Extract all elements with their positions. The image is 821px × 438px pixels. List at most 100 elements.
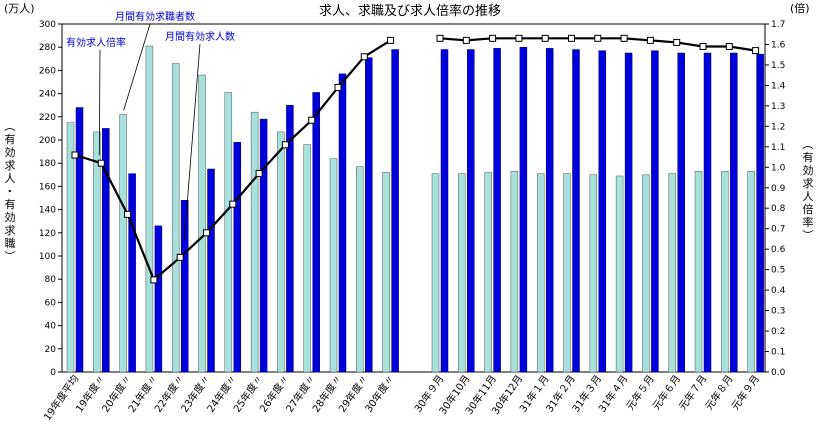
bar-job-seekers [721, 171, 729, 373]
left-axis-label-char: （ [3, 121, 16, 132]
left-axis-label: （有効求人・有効求職） [3, 121, 16, 262]
right-tick-label: 1.3 [771, 102, 785, 112]
bar-job-seekers [119, 114, 127, 373]
ratio-point [387, 36, 395, 44]
annotation-job-openings: 月間有効求人数 [165, 30, 235, 43]
bar-job-seekers [66, 122, 75, 373]
annotation-job-seekers: 月間有効求職者数 [115, 10, 195, 23]
bar-job-openings [128, 173, 136, 373]
right-axis-label-char: ） [801, 230, 814, 241]
left-axis-label-char: 効 [5, 210, 16, 224]
bar-job-seekers [93, 131, 101, 373]
ratio-point [203, 229, 210, 237]
bar-job-openings [677, 52, 685, 373]
left-tick-label: 140 [39, 206, 56, 216]
bar-job-openings [467, 49, 475, 373]
left-tick-label: 100 [39, 252, 56, 262]
ratio-point [699, 43, 707, 51]
left-tick-label: 280 [39, 43, 56, 53]
bar-job-seekers [536, 173, 545, 373]
bar-job-seekers [171, 63, 180, 373]
ratio-point [150, 276, 158, 284]
ratio-point [568, 34, 575, 42]
bar-job-seekers [431, 173, 440, 373]
left-tick-label: 0 [50, 368, 56, 378]
ratio-point [462, 36, 470, 44]
bar-job-openings [180, 200, 189, 373]
ratio-point [176, 253, 184, 261]
bar-job-seekers [668, 173, 676, 373]
left-tick-label: 120 [39, 229, 56, 239]
right-tick-label: 0.7 [771, 225, 785, 235]
ratio-point [71, 151, 79, 159]
right-axis-unit: (倍) [790, 1, 810, 15]
right-axis-label-char: 率 [803, 215, 814, 229]
left-axis-label-char: 職 [5, 237, 16, 250]
right-tick-label: 0.0 [771, 368, 786, 378]
right-tick-label: 0.5 [771, 266, 785, 276]
bar-job-openings [545, 48, 554, 373]
bar-job-seekers [589, 174, 598, 373]
bar-job-seekers [198, 74, 206, 373]
right-tick-label: 1.1 [771, 143, 785, 153]
bar-job-openings [154, 225, 163, 373]
bar-job-seekers [615, 175, 624, 373]
right-axis-label: （有効求人倍率） [801, 139, 814, 241]
bar-job-seekers [145, 45, 154, 373]
left-axis-label-char: 有 [5, 132, 16, 146]
right-tick-label: 0.6 [771, 245, 786, 255]
ratio-point [281, 141, 289, 149]
right-tick-label: 0.3 [771, 307, 785, 317]
bar-job-openings [75, 107, 84, 373]
bar-job-openings [207, 168, 215, 373]
annotation-job-seekers-leader [123, 23, 151, 111]
right-axis-label-char: 有 [803, 150, 814, 164]
bar-job-seekers [484, 172, 492, 373]
bar-job-openings [598, 50, 607, 373]
left-tick-label: 160 [39, 182, 56, 192]
left-axis-label-char: 求 [5, 224, 16, 237]
bar-job-seekers [329, 158, 338, 373]
bar-job-openings [365, 57, 373, 373]
bar-job-openings [286, 104, 294, 373]
bar-job-seekers [642, 174, 650, 373]
bar-job-openings [756, 53, 764, 373]
annotation-ratio-leader [98, 49, 101, 156]
right-tick-label: 1.5 [771, 61, 785, 71]
left-tick-label: 60 [45, 298, 57, 308]
left-axis-label-char: 求 [5, 159, 16, 172]
left-tick-label: 300 [39, 20, 56, 30]
left-axis-label-char: 人 [5, 172, 16, 185]
bar-job-seekers [303, 144, 311, 373]
ratio-point [620, 34, 628, 42]
annotation-job-openings-leader [183, 43, 201, 241]
chart-title: 求人、求職及び求人倍率の推移 [319, 3, 501, 19]
bar-job-seekers [458, 173, 466, 373]
bar-job-openings [233, 142, 242, 373]
ratio-point [124, 210, 132, 218]
right-axis-label-char: （ [801, 139, 814, 150]
bar-job-openings [730, 52, 738, 373]
bar-job-openings [624, 52, 633, 373]
ratio-point [541, 34, 549, 42]
right-tick-label: 1.0 [771, 163, 786, 173]
plot-frame [61, 23, 766, 373]
bar-job-openings [312, 92, 320, 373]
bar-job-openings [651, 50, 659, 373]
bar-job-seekers [224, 92, 233, 373]
bar-job-seekers [382, 172, 390, 373]
right-tick-label: 1.2 [771, 122, 785, 132]
left-tick-label: 260 [39, 66, 56, 76]
right-tick-label: 0.9 [771, 184, 786, 194]
left-axis-label-char: ・ [3, 186, 16, 197]
ratio-point [673, 38, 681, 46]
bar-job-seekers [250, 111, 259, 373]
bar-job-seekers [510, 171, 519, 373]
bar-job-openings [102, 128, 110, 373]
left-axis-unit: (万人) [4, 2, 35, 15]
bar-job-openings [338, 73, 347, 373]
bar-job-openings [703, 52, 712, 373]
left-tick-label: 20 [45, 345, 57, 355]
ratio-point [255, 169, 263, 177]
